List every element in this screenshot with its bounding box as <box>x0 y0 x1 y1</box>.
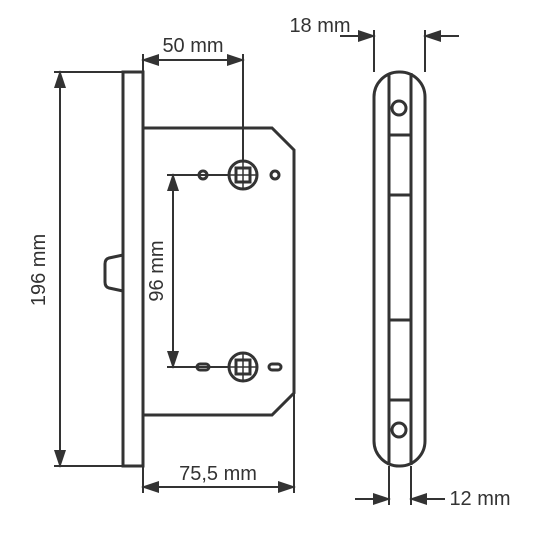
strike-screw-hole <box>392 423 406 437</box>
strike-outline <box>374 72 425 466</box>
strike-plate <box>374 72 425 466</box>
dim-label-75: 75,5 mm <box>179 463 257 485</box>
dim-label-196: 196 mm <box>28 234 50 306</box>
latch-bolt <box>105 255 123 291</box>
dim-label-96: 96 mm <box>146 240 168 301</box>
fixing-slot <box>269 364 281 370</box>
lock-body <box>105 72 294 466</box>
faceplate <box>123 72 143 466</box>
dimensions: 196 mm 50 mm 96 mm 75,5 mm 18 mm 12 mm <box>28 15 511 510</box>
strike-screw-hole <box>392 101 406 115</box>
lock-technical-drawing: 196 mm 50 mm 96 mm 75,5 mm 18 mm 12 mm <box>0 0 551 551</box>
dim-label-12: 12 mm <box>449 488 510 510</box>
dim-label-50: 50 mm <box>162 35 223 57</box>
fixing-hole <box>271 171 279 179</box>
dim-label-18: 18 mm <box>289 15 350 37</box>
